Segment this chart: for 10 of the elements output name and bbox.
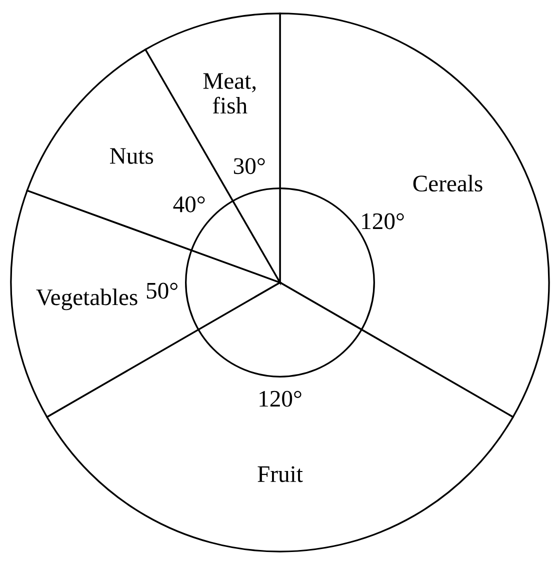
data-label: 50° (146, 282, 178, 299)
slice-label: Fruit (258, 466, 303, 482)
slice-label: Cereals (413, 174, 482, 192)
data-label: 120° (260, 390, 302, 407)
slice-label: Vegetables (36, 288, 138, 310)
slice-label: Meat, fish (203, 73, 256, 114)
data-label: 40° (173, 196, 205, 212)
slice-label: Nuts (110, 148, 154, 164)
data-label: 30° (234, 158, 265, 174)
data-label: 120° (362, 213, 404, 230)
